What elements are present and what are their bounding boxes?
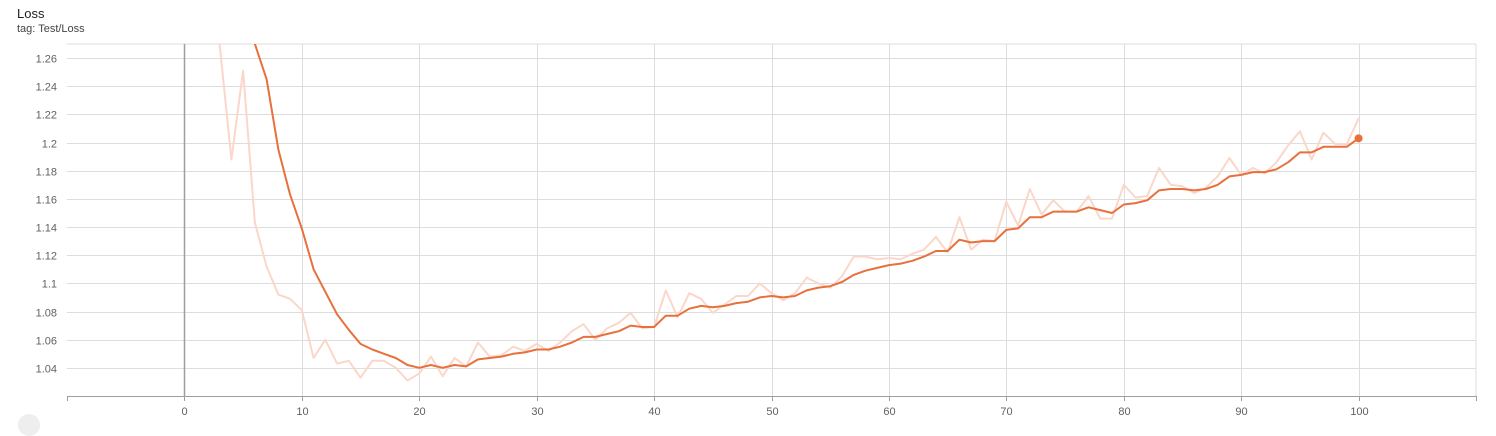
x-tick-label: 90 <box>1235 406 1247 418</box>
grid-lines <box>67 43 1477 396</box>
raw-loss-line <box>218 44 1360 382</box>
y-tick-label: 1.1 <box>42 279 57 291</box>
axes <box>67 396 1477 401</box>
y-tick-label: 1.2 <box>42 139 57 151</box>
chart-title: Loss <box>17 6 45 21</box>
y-tick-label: 1.16 <box>36 195 57 207</box>
y-tick-label: 1.18 <box>36 167 57 179</box>
y-tick-labels: 1.04 1.06 1.08 1.1 1.12 1.14 1.16 1.18 1.2 1.22 1.… <box>36 54 57 376</box>
y-tick-label: 1.12 <box>36 251 57 263</box>
y-tick-label: 1.06 <box>36 336 57 348</box>
x-tick-labels: 0 10 20 30 40 50 60 70 80 90 100 <box>181 406 1368 418</box>
y-tick-label: 1.24 <box>36 82 57 94</box>
y-tick-label: 1.04 <box>36 364 57 376</box>
x-tick-label: 30 <box>531 406 543 418</box>
chart-card-header: Loss tag: Test/Loss <box>17 6 85 36</box>
x-tick-label: 20 <box>413 406 425 418</box>
x-tick-label: 50 <box>766 406 778 418</box>
smoothed-loss-line <box>253 44 1360 369</box>
y-tick-label: 1.26 <box>36 54 57 66</box>
x-tick-label: 80 <box>1118 406 1130 418</box>
x-tick-label: 40 <box>648 406 660 418</box>
chart-tag: tag: Test/Loss <box>17 23 85 35</box>
scrollbar[interactable] <box>1489 30 1493 422</box>
series-lines <box>218 44 1363 382</box>
x-tick-label: 100 <box>1350 406 1368 418</box>
y-tick-label: 1.08 <box>36 308 57 320</box>
x-tick-label: 10 <box>296 406 308 418</box>
y-tick-label: 1.22 <box>36 110 57 122</box>
x-tick-label: 60 <box>883 406 895 418</box>
x-tick-label: 0 <box>181 406 187 418</box>
loss-chart[interactable]: 1.04 1.06 1.08 1.1 1.12 1.14 1.16 1.18 1.2 1.22 1.… <box>0 0 1496 422</box>
last-point-marker[interactable] <box>1354 134 1363 143</box>
y-tick-label: 1.14 <box>36 223 57 235</box>
x-tick-label: 70 <box>1000 406 1012 418</box>
action-button-partial[interactable] <box>18 414 40 436</box>
